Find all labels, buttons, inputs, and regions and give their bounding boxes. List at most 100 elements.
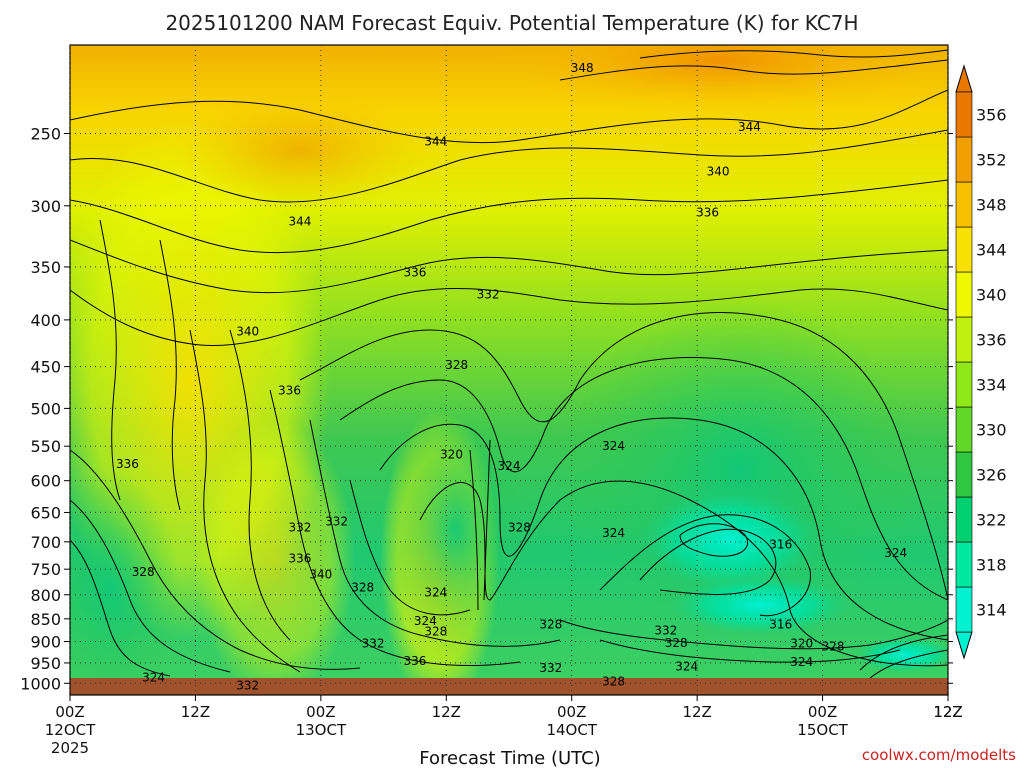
contour-label: 336 [278, 384, 301, 398]
contour-label: 324 [884, 546, 907, 560]
contour-label: 324 [675, 659, 698, 673]
colorbar-swatch [955, 316, 973, 363]
contour-label: 328 [508, 520, 531, 534]
contour-label: 324 [424, 585, 447, 599]
y-tick-label: 600 [30, 472, 61, 491]
warm-low-left [195, 420, 355, 695]
contour-line [559, 619, 948, 650]
contour-label: 340 [707, 164, 730, 178]
contour-line [70, 499, 231, 673]
contour-label: 328 [822, 640, 845, 654]
colorbar-label: 330 [976, 421, 1007, 440]
y-tick-label: 300 [30, 197, 61, 216]
contour-label: 332 [654, 623, 677, 637]
colorbar-swatch [955, 406, 973, 453]
terrain-ground [70, 678, 948, 695]
x-tick-label: 00Z [557, 703, 586, 721]
plot-area [70, 45, 948, 695]
contour-label: 320 [790, 637, 813, 651]
colorbar-swatch [955, 136, 973, 183]
contour-label: 332 [288, 520, 311, 534]
warm-top [500, 45, 940, 110]
contour-label: 324 [790, 655, 813, 669]
contour-line [419, 480, 948, 667]
y-tick-label: 650 [30, 503, 61, 522]
y-tick-label: 450 [30, 358, 61, 377]
y-tick-label: 850 [30, 610, 61, 629]
contour-label: 324 [142, 670, 165, 684]
y-tick-label: 500 [30, 399, 61, 418]
contour-label: 328 [445, 358, 468, 372]
contour-label: 336 [116, 457, 139, 471]
x-tick-label: 00Z [306, 703, 335, 721]
y-tick-label: 750 [30, 560, 61, 579]
x-tick-label: 12Z [682, 703, 711, 721]
contour-line [229, 329, 291, 641]
contour-label: 328 [539, 617, 562, 631]
cold-core-low [670, 575, 850, 635]
x-tick-label: 12Z [933, 703, 962, 721]
colorbar-label: 356 [976, 106, 1007, 125]
contour-line [70, 539, 171, 677]
x-tick-date: 14OCT [546, 721, 597, 739]
colorbar-swatch [955, 181, 973, 228]
contour-lines [70, 49, 948, 679]
contour-line [299, 312, 948, 601]
colorbar: 314 318 322 326 330 334 336 340 344 348 352 356 [955, 64, 1007, 660]
cold-core-lowright [855, 637, 948, 673]
colorbar-swatch [955, 271, 973, 318]
contour-label: 332 [539, 661, 562, 675]
contour-label: 320 [440, 448, 463, 462]
y-tick-label: 700 [30, 533, 61, 552]
contour-label: 340 [309, 567, 332, 581]
colorbar-label: 334 [976, 376, 1007, 395]
x-tick-year: 2025 [51, 739, 89, 757]
y-tick-label: 400 [30, 311, 61, 330]
x-tick-label: 12Z [432, 703, 461, 721]
contour-line [859, 634, 948, 679]
colorbar-label: 326 [976, 466, 1007, 485]
y-tick-label: 800 [30, 586, 61, 605]
contour-label: 344 [424, 134, 447, 148]
x-tick-label: 00Z [808, 703, 837, 721]
contour-line [70, 179, 948, 254]
contour-line [469, 439, 491, 611]
x-tick-label: 12Z [933, 703, 962, 721]
x-axis-label: Forecast Time (UTC) [419, 748, 600, 768]
contour-label: 344 [738, 120, 761, 134]
colorbar-swatch [955, 361, 973, 408]
colorbar-label: 318 [976, 556, 1007, 575]
contour-label: 332 [477, 287, 500, 301]
contour-line [99, 219, 121, 501]
colorbar-label: 352 [976, 151, 1007, 170]
contour-line [349, 479, 471, 616]
cold-core [640, 490, 820, 590]
contour-label: 348 [571, 61, 594, 75]
moist-low-left [70, 470, 180, 695]
credit-text: coolwx.com/modelts [862, 746, 1016, 764]
contour-label: 332 [236, 678, 259, 692]
colorbar-swatch [955, 451, 973, 498]
contour-line [70, 129, 948, 203]
colorbar-label: 340 [976, 286, 1007, 305]
contour-line [189, 329, 301, 673]
contour-line [70, 449, 361, 670]
colorbar-label: 322 [976, 511, 1007, 530]
contour-label: 328 [602, 674, 625, 688]
contour-label: 328 [351, 580, 374, 594]
contour-label: 324 [498, 459, 521, 473]
y-tick-label: 950 [30, 654, 61, 673]
contour-label: 336 [403, 654, 426, 668]
warm-top-left [170, 90, 430, 210]
contour-label: 344 [288, 214, 311, 228]
contour-label: 316 [769, 538, 792, 552]
contour-line [599, 639, 901, 663]
contour-line [639, 49, 948, 59]
contour-label: 336 [288, 551, 311, 565]
contour-label: 328 [665, 636, 688, 650]
contour-label: 328 [132, 565, 155, 579]
chart-title: 2025101200 NAM Forecast Equiv. Potential… [165, 11, 858, 35]
x-tick-label: 12Z [181, 703, 210, 721]
